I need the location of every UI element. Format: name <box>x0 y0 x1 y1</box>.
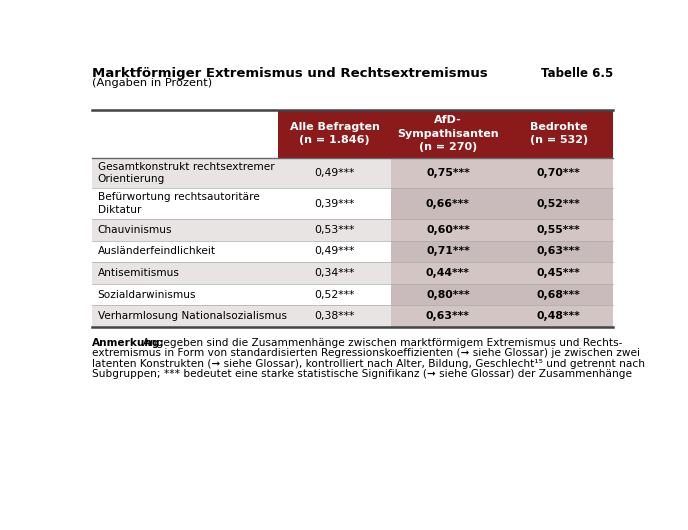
Bar <box>92 305 278 327</box>
Text: 0,44***: 0,44*** <box>426 268 470 278</box>
Text: 0,39***: 0,39*** <box>314 199 355 209</box>
Text: Antisemitismus: Antisemitismus <box>98 268 180 278</box>
Text: 0,68***: 0,68*** <box>537 289 581 299</box>
Text: 0,52***: 0,52*** <box>537 199 581 209</box>
Bar <box>92 241 278 262</box>
Bar <box>504 262 613 284</box>
Text: 0,55***: 0,55*** <box>537 225 581 235</box>
Bar <box>278 219 391 241</box>
Bar <box>278 305 391 327</box>
Text: Gesamtkonstrukt rechtsextremer
Orientierung: Gesamtkonstrukt rechtsextremer Orientier… <box>98 162 275 184</box>
Text: 0,48***: 0,48*** <box>537 311 581 321</box>
Bar <box>504 305 613 327</box>
Bar <box>391 305 504 327</box>
Text: 0,49***: 0,49*** <box>314 168 355 178</box>
Bar <box>278 188 391 219</box>
Text: 0,75***: 0,75*** <box>426 168 470 178</box>
Bar <box>391 157 504 188</box>
Text: 0,34***: 0,34*** <box>314 268 355 278</box>
Bar <box>278 110 613 157</box>
Bar <box>278 262 391 284</box>
Bar <box>278 241 391 262</box>
Text: 0,71***: 0,71*** <box>426 246 470 257</box>
Text: Bedrohte
(n = 532): Bedrohte (n = 532) <box>530 122 588 145</box>
Text: 0,38***: 0,38*** <box>314 311 355 321</box>
Text: Chauvinismus: Chauvinismus <box>98 225 172 235</box>
Bar <box>92 219 278 241</box>
Bar <box>504 157 613 188</box>
Text: Sozialdarwinismus: Sozialdarwinismus <box>98 289 196 299</box>
Bar <box>92 188 278 219</box>
Text: Subgruppen; *** bedeutet eine starke statistische Signifikanz (➞ siehe Glossar) : Subgruppen; *** bedeutet eine starke sta… <box>92 369 632 379</box>
Text: Ausländerfeindlichkeit: Ausländerfeindlichkeit <box>98 246 216 257</box>
Bar <box>504 219 613 241</box>
Bar <box>92 284 278 305</box>
Text: AfD-
Sympathisanten
(n = 270): AfD- Sympathisanten (n = 270) <box>397 116 499 152</box>
Text: 0,70***: 0,70*** <box>537 168 581 178</box>
Bar <box>391 284 504 305</box>
Text: 0,63***: 0,63*** <box>537 246 581 257</box>
Text: Alle Befragten
(n = 1.846): Alle Befragten (n = 1.846) <box>290 122 380 145</box>
Bar <box>391 241 504 262</box>
Text: 0,53***: 0,53*** <box>314 225 355 235</box>
Bar <box>391 262 504 284</box>
Text: latenten Konstrukten (➞ siehe Glossar), kontrolliert nach Alter, Bildung, Geschl: latenten Konstrukten (➞ siehe Glossar), … <box>92 358 645 368</box>
Text: 0,66***: 0,66*** <box>426 199 470 209</box>
Text: Verharmlosung Nationalsozialismus: Verharmlosung Nationalsozialismus <box>98 311 287 321</box>
Text: 0,52***: 0,52*** <box>314 289 355 299</box>
Bar <box>391 219 504 241</box>
Bar <box>278 157 391 188</box>
Text: 0,60***: 0,60*** <box>426 225 470 235</box>
Bar <box>504 188 613 219</box>
Bar <box>92 157 278 188</box>
Text: 0,45***: 0,45*** <box>537 268 581 278</box>
Text: 0,80***: 0,80*** <box>426 289 470 299</box>
Text: (Angaben in Prozent): (Angaben in Prozent) <box>92 78 213 88</box>
Text: Befürwortung rechtsautoritäre
Diktatur: Befürwortung rechtsautoritäre Diktatur <box>98 192 259 215</box>
Text: 0,63***: 0,63*** <box>426 311 470 321</box>
Text: Angegeben sind die Zusammenhänge zwischen marktförmigem Extremismus und Rechts-: Angegeben sind die Zusammenhänge zwische… <box>136 338 623 348</box>
Text: extremismus in Form von standardisierten Regressionskoeffizienten (➞ siehe Gloss: extremismus in Form von standardisierten… <box>92 348 641 358</box>
Bar <box>92 262 278 284</box>
Bar <box>278 284 391 305</box>
Text: Tabelle 6.5: Tabelle 6.5 <box>541 67 613 80</box>
Text: 0,49***: 0,49*** <box>314 246 355 257</box>
Bar <box>504 241 613 262</box>
Bar <box>391 188 504 219</box>
Bar <box>504 284 613 305</box>
Text: Marktförmiger Extremismus und Rechtsextremismus: Marktförmiger Extremismus und Rechtsextr… <box>92 67 488 80</box>
Text: Anmerkung:: Anmerkung: <box>92 338 165 348</box>
